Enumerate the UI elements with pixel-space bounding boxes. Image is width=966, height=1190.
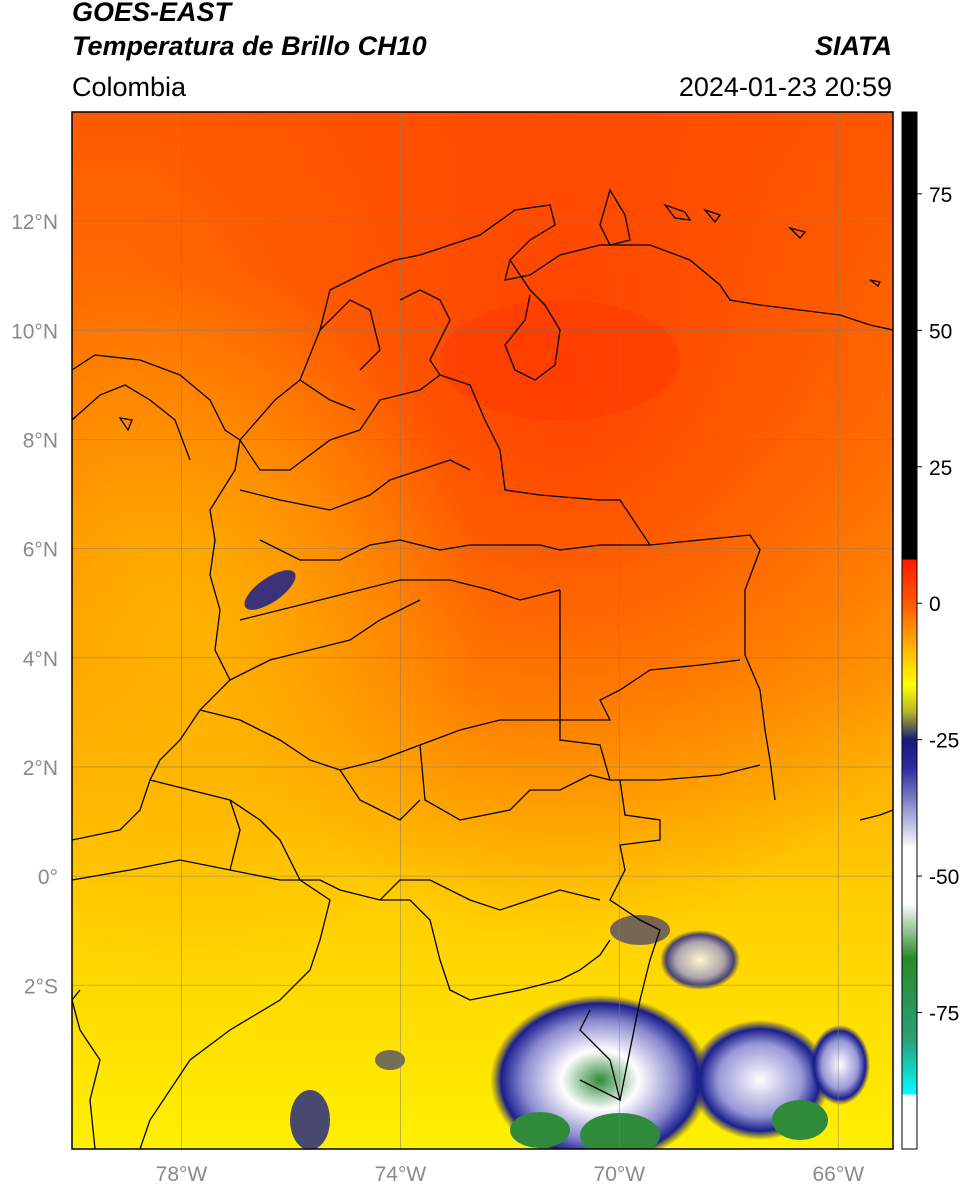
colorbar-scale: [902, 112, 917, 1149]
lat-tick-label: 6°N: [23, 539, 58, 562]
region-label: Colombia: [72, 72, 187, 102]
brightness-temperature-field: [72, 112, 893, 1149]
header: GOES-EAST Temperatura de Brillo CH10 SIA…: [0, 0, 966, 110]
lon-tick-label: 66°W: [812, 1163, 864, 1186]
lon-tick-label: 70°W: [594, 1163, 646, 1186]
lat-tick-label: 2°S: [24, 975, 58, 998]
satellite-title: GOES-EAST: [72, 0, 232, 27]
datetime-label: 2024-01-23 20:59: [678, 72, 892, 102]
colorbar-tick-label: -75: [929, 1003, 959, 1026]
map-frame: [71, 111, 894, 1150]
lat-tick-label: 12°N: [11, 211, 58, 234]
lon-tick-label: 78°W: [156, 1163, 208, 1186]
lat-tick-label: 0°: [38, 866, 58, 889]
colorbar-tick-label: 75: [929, 184, 952, 207]
product-title: Temperatura de Brillo CH10: [72, 31, 427, 61]
latitude-tick-labels: 12°N 10°N 8°N 6°N 4°N 2°N 0° 2°S: [11, 211, 58, 998]
graticule: [72, 112, 893, 1149]
colorbar-ticks: 75 50 25 0 -25 -50 -75: [917, 184, 959, 1026]
colorbar-tick-label: 25: [929, 457, 952, 480]
convective-cloud-south: [490, 995, 710, 1149]
colorbar-tick-label: -25: [929, 730, 959, 753]
colorbar-tick-label: 0: [929, 593, 941, 616]
lat-tick-label: 4°N: [23, 648, 58, 671]
longitude-tick-labels: 78°W 74°W 70°W 66°W: [156, 1163, 865, 1186]
colorbar: 75 50 25 0 -25 -50 -75: [901, 111, 959, 1150]
colorbar-frame: [901, 111, 918, 1150]
lat-tick-label: 2°N: [23, 757, 58, 780]
political-boundaries: [72, 188, 893, 1149]
brand-label: SIATA: [815, 31, 892, 61]
cloud-andes: [244, 570, 296, 610]
lon-tick-label: 74°W: [375, 1163, 427, 1186]
lat-tick-label: 8°N: [23, 429, 58, 452]
colorbar-tick-label: -50: [929, 866, 959, 889]
lat-tick-label: 10°N: [11, 320, 58, 343]
colorbar-tick-label: 50: [929, 320, 952, 343]
